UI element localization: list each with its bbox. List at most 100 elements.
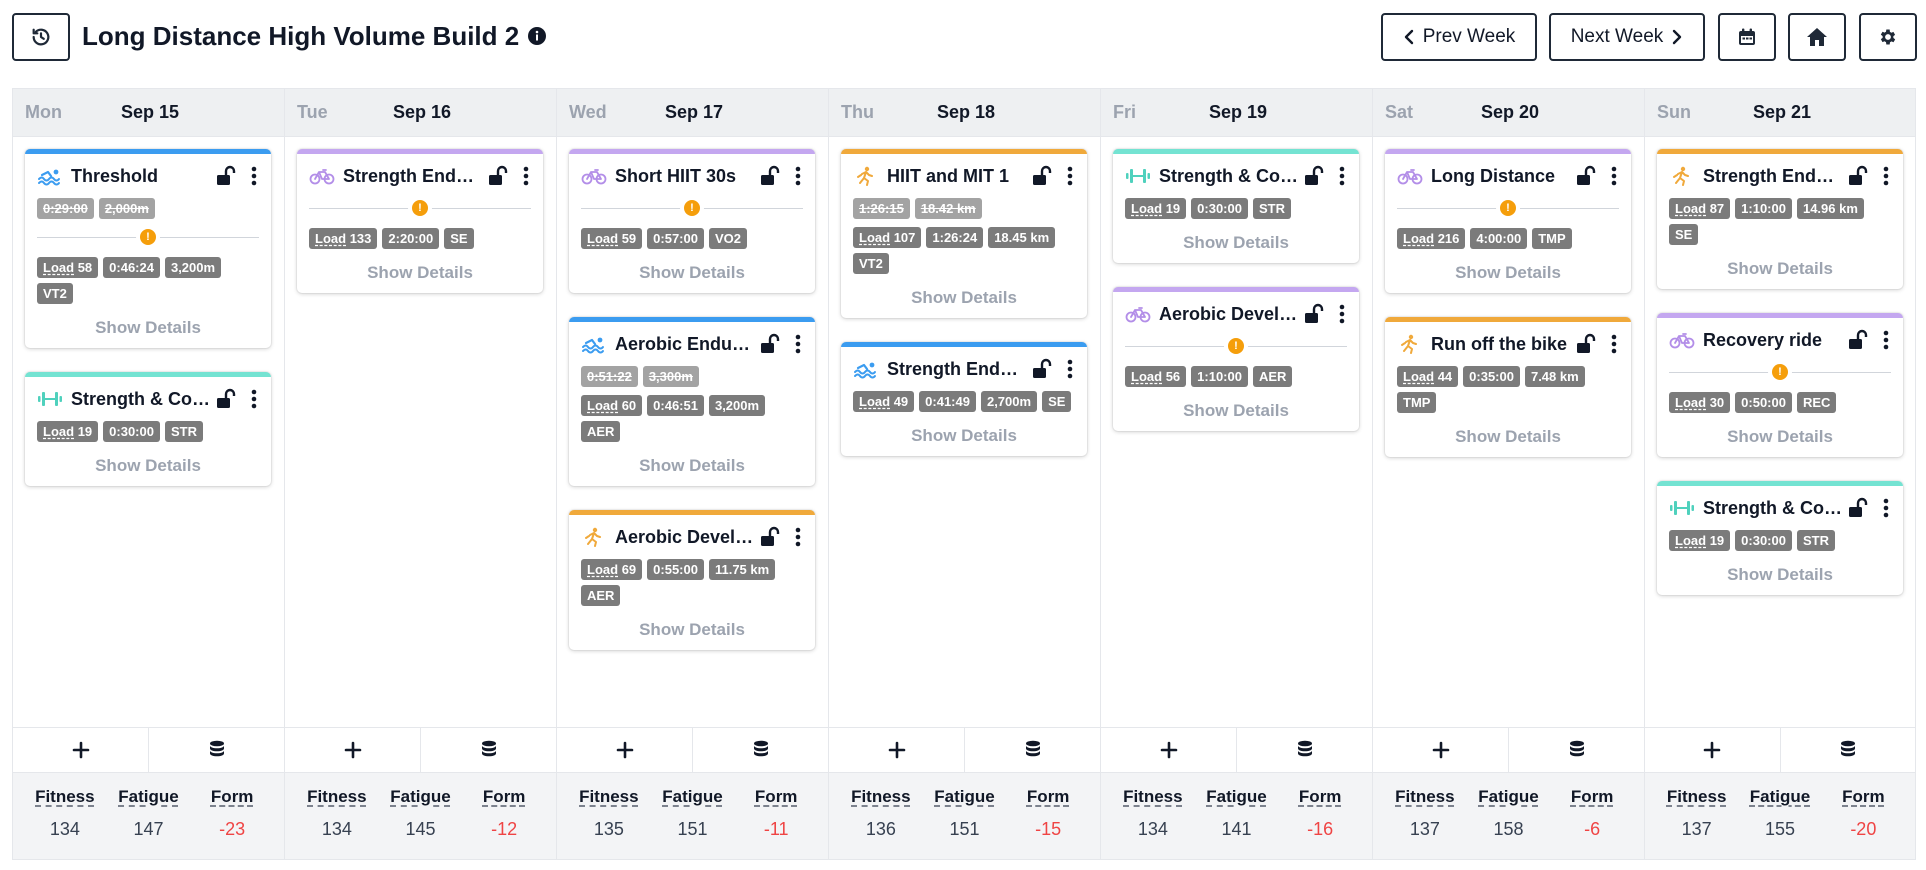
add-workout-button[interactable] [829,728,964,772]
show-details-link[interactable]: Show Details [1455,427,1561,446]
warning-icon[interactable]: ! [412,200,428,216]
workout-library-button[interactable] [420,728,556,772]
workout-library-button[interactable] [1779,728,1916,772]
workout-title[interactable]: Strength & Conditioning [1703,497,1843,518]
workout-card[interactable]: Threshold 0:29:00 2,000m! Load 58 0:46:24 3… [25,149,271,348]
warning-icon[interactable]: ! [1772,364,1788,380]
workout-card[interactable]: Strength Endurance Load 490:41:492,700mS… [841,342,1087,456]
add-workout-button[interactable] [285,728,420,772]
add-workout-button[interactable] [557,728,692,772]
workout-card[interactable]: Recovery ride ! Load 30 0:50:00 REC Show D… [1657,313,1903,457]
more-vertical-icon[interactable] [1881,497,1891,519]
show-details-link[interactable]: Show Details [639,456,745,475]
workout-card[interactable]: HIIT and MIT 1 1:26:15 18.42 km Load 107 1… [841,149,1087,318]
add-workout-button[interactable] [1373,728,1508,772]
unlock-icon[interactable] [1031,358,1053,380]
add-workout-button[interactable] [13,728,148,772]
workout-card[interactable]: Strength & Conditioning Load 190:30:00ST… [25,372,271,486]
workout-title[interactable]: Strength & Conditioning [71,388,211,409]
workout-title[interactable]: Short HIIT 30s [615,165,737,186]
workout-title[interactable]: Run off the bike [1431,333,1567,354]
warning-icon[interactable]: ! [1228,338,1244,354]
unlock-icon[interactable] [215,165,237,187]
workout-card[interactable]: Strength & Conditioning Load 190:30:00ST… [1113,149,1359,263]
more-vertical-icon[interactable] [1065,358,1075,380]
add-workout-button[interactable] [1101,728,1236,772]
prev-week-button[interactable]: Prev Week [1381,13,1537,61]
workout-library-button[interactable] [692,728,828,772]
home-button[interactable] [1788,13,1846,61]
show-details-link[interactable]: Show Details [367,263,473,282]
history-button[interactable] [12,13,70,61]
more-vertical-icon[interactable] [1881,329,1891,351]
workout-title[interactable]: Strength Endurance [887,358,1027,379]
more-vertical-icon[interactable] [249,388,259,410]
workout-title[interactable]: Recovery ride [1703,329,1823,350]
show-details-link[interactable]: Show Details [1727,565,1833,584]
more-vertical-icon[interactable] [1609,165,1619,187]
workout-card[interactable]: Aerobic Endurance 0:51:223,300m Load 600… [569,317,815,486]
unlock-icon[interactable] [759,526,781,548]
show-details-link[interactable]: Show Details [1183,401,1289,420]
workout-card[interactable]: Aerobic Development ! Load 561:10:00AER … [1113,287,1359,431]
unlock-icon[interactable] [759,333,781,355]
workout-title[interactable]: HIIT and MIT 1 [887,165,1010,186]
add-workout-button[interactable] [1645,728,1780,772]
show-details-link[interactable]: Show Details [639,263,745,282]
unlock-icon[interactable] [1575,165,1597,187]
workout-title[interactable]: Threshold [71,165,159,186]
more-vertical-icon[interactable] [521,165,531,187]
workout-card[interactable]: Aerobic Development Load 690:55:0011.75 … [569,510,815,650]
warning-icon[interactable]: ! [684,200,700,216]
workout-card[interactable]: Long Distance ! Load 216 4:00:00 TMP Show … [1385,149,1631,293]
show-details-link[interactable]: Show Details [911,288,1017,307]
workout-title[interactable]: Strength Endurance [1703,165,1843,186]
more-vertical-icon[interactable] [1881,165,1891,187]
more-vertical-icon[interactable] [793,333,803,355]
unlock-icon[interactable] [215,388,237,410]
unlock-icon[interactable] [487,165,509,187]
unlock-icon[interactable] [1847,329,1869,351]
workout-title[interactable]: Aerobic Development [615,526,755,547]
workout-title[interactable]: Strength Endurance [343,165,483,186]
more-vertical-icon[interactable] [249,165,259,187]
workout-title[interactable]: Aerobic Endurance [615,333,755,354]
warning-icon[interactable]: ! [1500,200,1516,216]
workout-library-button[interactable] [1236,728,1372,772]
show-details-link[interactable]: Show Details [1455,263,1561,282]
workout-title[interactable]: Strength & Conditioning [1159,165,1299,186]
show-details-link[interactable]: Show Details [1727,427,1833,446]
show-details-link[interactable]: Show Details [95,318,201,337]
workout-card[interactable]: Strength & Conditioning Load 190:30:00ST… [1657,481,1903,595]
show-details-link[interactable]: Show Details [639,620,745,639]
info-icon[interactable] [527,26,547,46]
warning-icon[interactable]: ! [140,229,156,245]
workout-card[interactable]: Short HIIT 30s ! Load 59 0:57:00 VO2 Show … [569,149,815,293]
unlock-icon[interactable] [1303,303,1325,325]
show-details-link[interactable]: Show Details [95,456,201,475]
more-vertical-icon[interactable] [1609,333,1619,355]
workout-library-button[interactable] [148,728,284,772]
workout-title[interactable]: Long Distance [1431,165,1556,186]
workout-title[interactable]: Aerobic Development [1159,303,1299,324]
more-vertical-icon[interactable] [793,165,803,187]
show-details-link[interactable]: Show Details [1727,259,1833,278]
more-vertical-icon[interactable] [1337,165,1347,187]
settings-button[interactable] [1859,13,1917,61]
more-vertical-icon[interactable] [793,526,803,548]
workout-card[interactable]: Run off the bike Load 44 0:35:00 7.48 km TM… [1385,317,1631,457]
next-week-button[interactable]: Next Week [1549,13,1705,61]
calendar-button[interactable] [1718,13,1776,61]
unlock-icon[interactable] [1575,333,1597,355]
show-details-link[interactable]: Show Details [1183,233,1289,252]
unlock-icon[interactable] [1847,497,1869,519]
show-details-link[interactable]: Show Details [911,426,1017,445]
more-vertical-icon[interactable] [1065,165,1075,187]
workout-library-button[interactable] [1508,728,1644,772]
unlock-icon[interactable] [1031,165,1053,187]
unlock-icon[interactable] [1303,165,1325,187]
unlock-icon[interactable] [1847,165,1869,187]
workout-library-button[interactable] [964,728,1100,772]
